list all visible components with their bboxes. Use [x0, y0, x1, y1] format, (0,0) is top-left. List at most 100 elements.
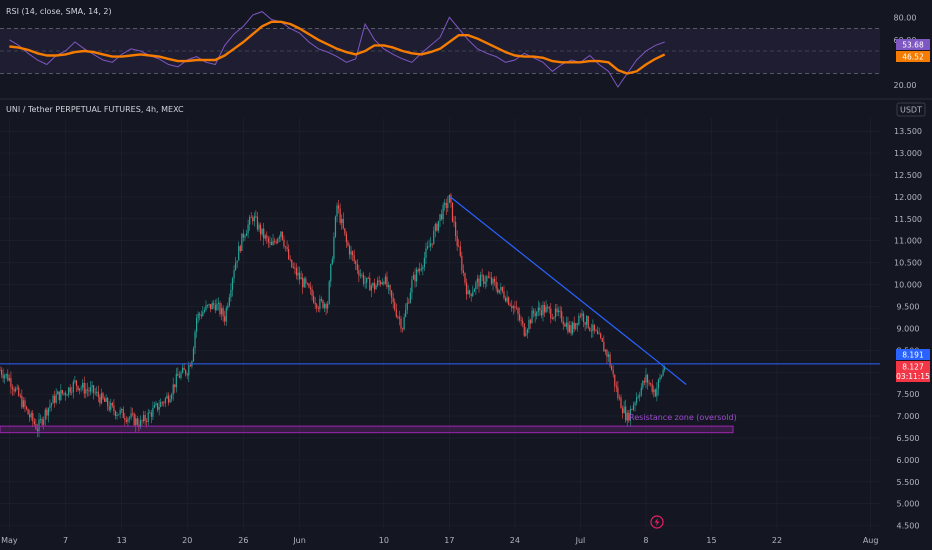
candle-body [183, 367, 185, 370]
candle-body [146, 420, 148, 422]
price-tick-label: 13.500 [894, 127, 922, 136]
candle-body [82, 382, 84, 388]
candle-body [623, 406, 625, 414]
candle-body [68, 387, 70, 395]
candle-body [640, 387, 642, 396]
candle-body [195, 317, 198, 332]
candle-body [264, 235, 266, 239]
candle-body [323, 304, 326, 308]
candle-body [394, 302, 396, 310]
candle-body [206, 305, 209, 306]
candle-body [180, 372, 182, 378]
price-tick-label: 11.000 [894, 237, 922, 246]
candle-body [361, 274, 363, 276]
candle-body [498, 289, 500, 293]
candle-body [160, 402, 162, 407]
candle-body [44, 409, 46, 420]
candle-body [36, 429, 39, 432]
candle-body [306, 283, 308, 285]
candle-body [320, 298, 323, 301]
currency-badge[interactable] [896, 102, 926, 117]
candle-body [192, 348, 195, 362]
candle-body [281, 231, 284, 240]
candle-body [74, 380, 76, 382]
candle-body [300, 277, 302, 280]
candle-body [228, 297, 230, 306]
candle-body [275, 241, 277, 243]
candle-body [150, 412, 152, 417]
candle-body [419, 268, 421, 272]
candle-body [486, 276, 488, 282]
candle-body [49, 405, 51, 408]
candle-body [344, 228, 346, 234]
candle-body [255, 216, 257, 218]
candle-body [288, 248, 290, 259]
candle-body [536, 311, 538, 317]
candle-body [105, 397, 107, 402]
candle-body [13, 389, 15, 392]
candle-body [247, 224, 249, 234]
descending-trendline[interactable] [449, 196, 687, 385]
time-tick-label: May [1, 536, 18, 545]
candle-body [375, 285, 377, 290]
lightning-icon[interactable] [650, 515, 664, 529]
candle-body [554, 308, 557, 318]
candle-body [489, 277, 491, 279]
candle-body [194, 331, 196, 349]
candle-body [85, 389, 87, 394]
candle-body [136, 418, 138, 425]
candle-body [15, 388, 17, 392]
candle-body [110, 403, 112, 410]
candle-body [43, 419, 45, 425]
candle-body [625, 406, 627, 421]
price-tick-label: 6.000 [897, 456, 920, 465]
candle-body [578, 315, 580, 325]
candle-body [325, 304, 327, 309]
candle-body [501, 287, 504, 292]
candle-body [631, 409, 633, 410]
price-tick-label: 5.500 [897, 478, 920, 487]
candle-body [542, 304, 544, 316]
candle-body [174, 384, 176, 388]
candle-body [405, 309, 407, 317]
candle-body [639, 395, 641, 397]
candle-body [645, 374, 647, 383]
candle-body [572, 322, 574, 334]
candle-body [512, 306, 514, 309]
price-pane[interactable]: UNI / Tether PERPETUAL FUTURES, 4h, MEXC… [0, 102, 930, 545]
candle-body [370, 285, 372, 291]
price-tick-label: 10.500 [894, 259, 922, 268]
candle-body [598, 333, 600, 335]
candle-body [425, 248, 427, 258]
candle-body [612, 370, 614, 375]
candle-body [127, 418, 129, 422]
candle-body [576, 323, 578, 325]
candle-body [54, 395, 56, 403]
currency-badge-label: USDT [900, 106, 922, 115]
candle-body [653, 389, 655, 392]
candle-body [420, 268, 422, 270]
candle-body [122, 408, 124, 418]
rsi-pane[interactable]: RSI (14, close, SMA, 14, 2) 80.0060.0020… [0, 7, 930, 90]
candle-body [172, 384, 174, 395]
candle-body [366, 277, 368, 283]
candle-body [189, 365, 191, 367]
candle-body [582, 313, 585, 323]
candle-body [417, 269, 419, 272]
candle-body [269, 242, 271, 243]
candle-body [660, 375, 663, 378]
candle-body [434, 224, 436, 231]
candle-body [177, 373, 179, 376]
candle-body [291, 259, 293, 268]
candle-body [135, 418, 137, 426]
time-x-axis[interactable]: May 7 13 20 26 Jun 10 17 24 Jul 8 15 22 Aug [1, 536, 878, 545]
candle-body [203, 310, 205, 313]
candle-body [364, 282, 366, 284]
candle-body [458, 245, 460, 247]
candle-body [391, 290, 393, 298]
candle-body [453, 221, 455, 223]
resistance-zone[interactable] [0, 425, 734, 434]
candle-body [565, 322, 567, 327]
candle-body [0, 370, 3, 375]
